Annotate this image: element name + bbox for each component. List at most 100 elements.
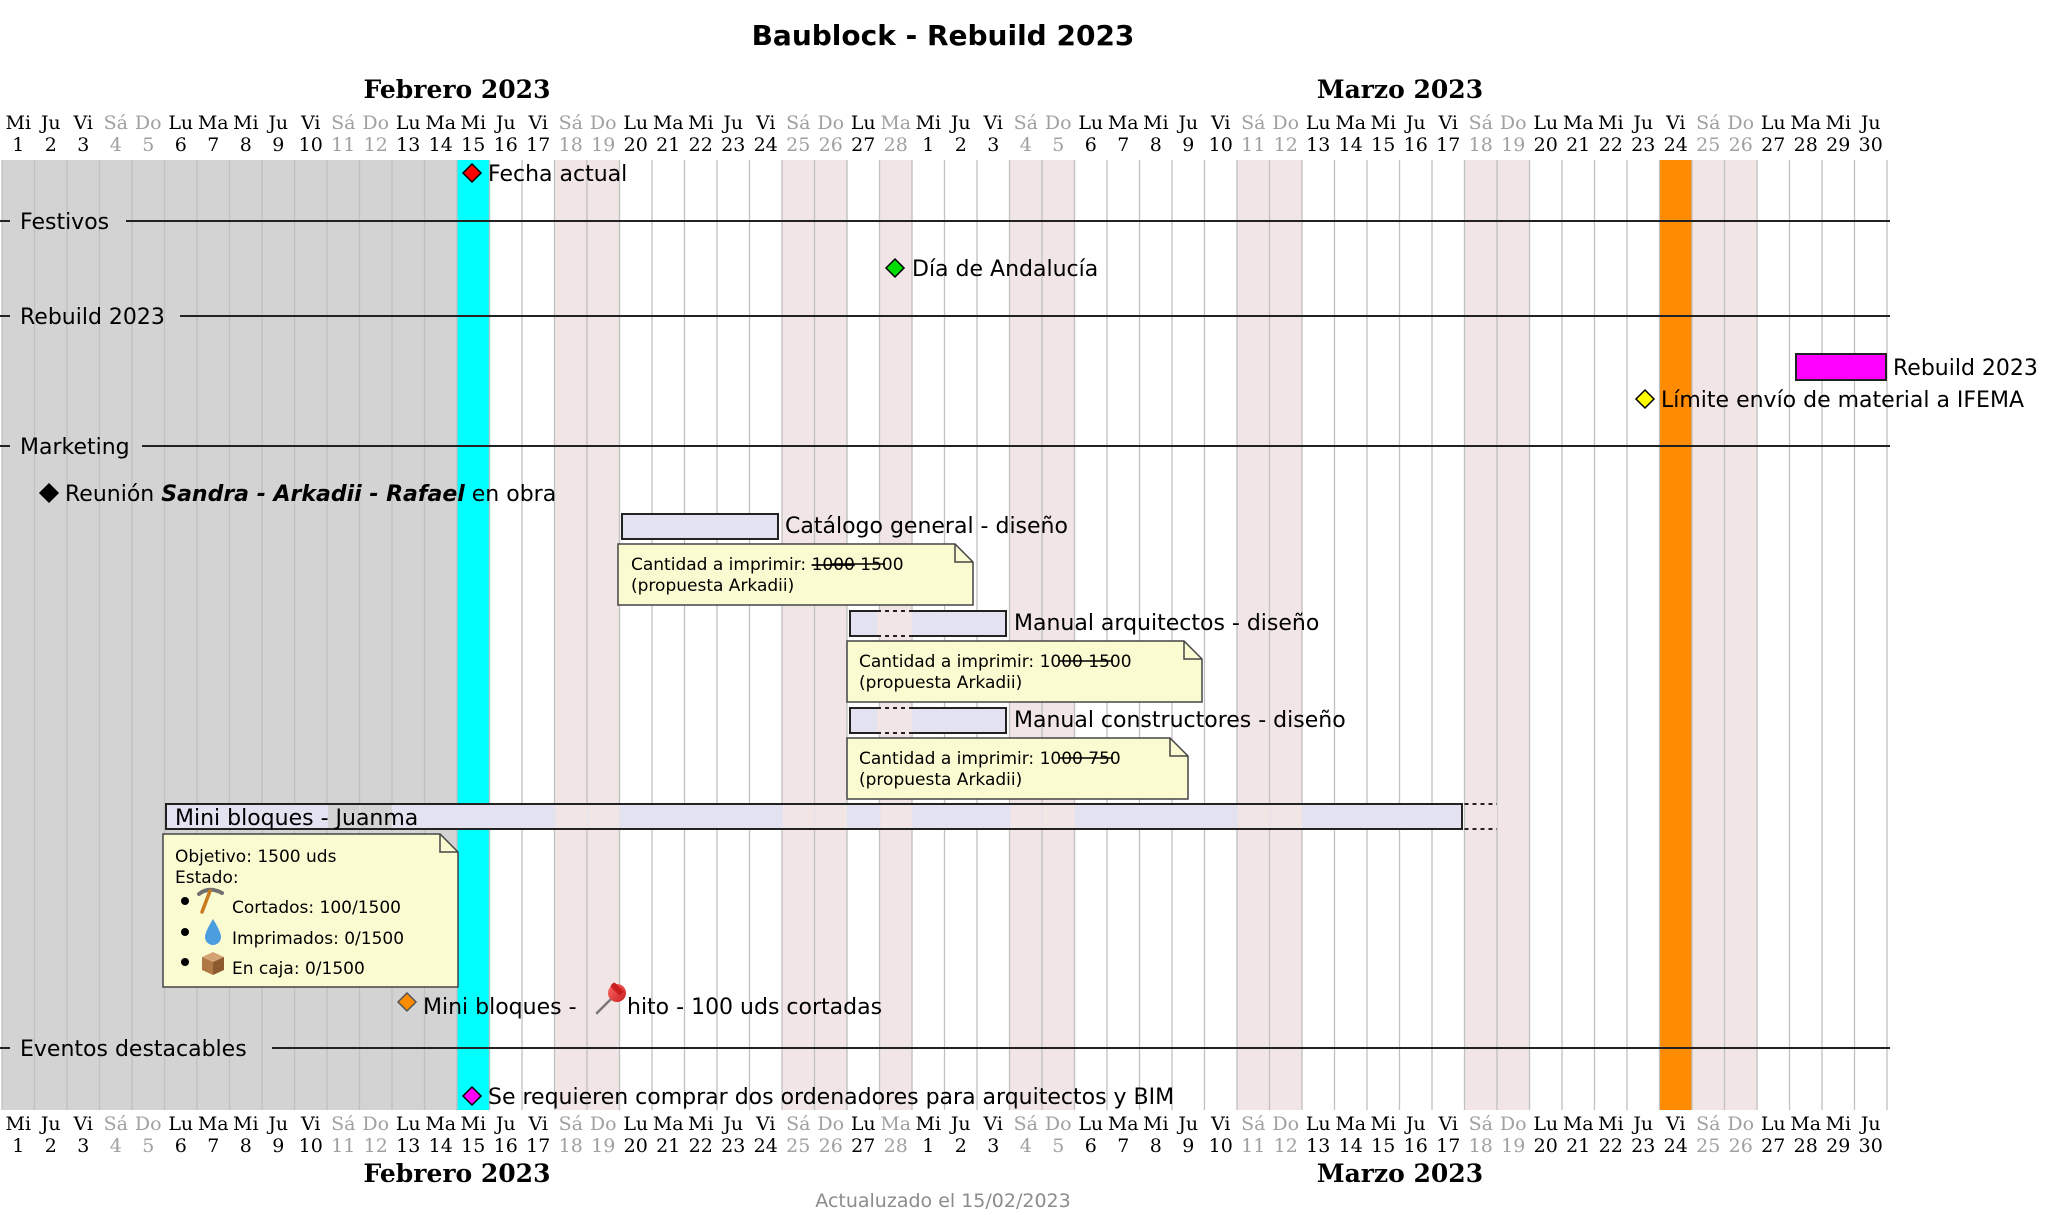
weekend-column bbox=[587, 160, 621, 1110]
weekday-label-top: Vi bbox=[983, 112, 1003, 134]
day-number-top: 8 bbox=[1150, 134, 1162, 156]
arquitectos-task-bar[interactable] bbox=[849, 610, 1007, 637]
day-number-top: 15 bbox=[461, 134, 485, 156]
day-number-top: 16 bbox=[494, 134, 518, 156]
weekday-label-top: Vi bbox=[1438, 112, 1458, 134]
day-number-bottom: 6 bbox=[1085, 1135, 1097, 1157]
weekday-label-top: Ma bbox=[880, 112, 911, 134]
month-label-marzo-top: Marzo 2023 bbox=[1317, 75, 1483, 104]
constructores-task-label: Manual constructores - diseño bbox=[1014, 708, 1346, 733]
day-number-bottom: 3 bbox=[77, 1135, 89, 1157]
day-number-top: 7 bbox=[1117, 134, 1129, 156]
day-header-bottom: Mi1Ju2Vi3Sá4Do5Lu6Ma7Mi8Ju9Vi10Sá11Do12L… bbox=[5, 1113, 1882, 1157]
weekend-column bbox=[1009, 160, 1043, 1110]
section-label-eventos: Eventos destacables bbox=[20, 1037, 247, 1062]
day-number-top: 13 bbox=[396, 134, 420, 156]
weekday-label-bottom: Do bbox=[1500, 1113, 1527, 1135]
day-number-top: 18 bbox=[559, 134, 583, 156]
month-label-marzo-bottom: Marzo 2023 bbox=[1317, 1159, 1483, 1188]
weekday-label-top: Mi bbox=[233, 112, 259, 134]
day-number-bottom: 23 bbox=[721, 1135, 745, 1157]
weekday-label-top: Sá bbox=[1696, 112, 1720, 134]
weekday-label-top: Ju bbox=[949, 112, 971, 134]
day-number-top: 23 bbox=[721, 134, 745, 156]
today-column bbox=[457, 160, 491, 1110]
day-number-bottom: 27 bbox=[851, 1135, 875, 1157]
weekend-column bbox=[1724, 160, 1758, 1110]
weekday-label-bottom: Sá bbox=[786, 1113, 810, 1135]
weekday-label-bottom: Ju bbox=[266, 1113, 288, 1135]
pickaxe-icon bbox=[197, 887, 224, 914]
weekday-label-bottom: Vi bbox=[528, 1113, 548, 1135]
day-number-top: 10 bbox=[1209, 134, 1233, 156]
weekday-label-bottom: Sá bbox=[1469, 1113, 1493, 1135]
day-number-bottom: 17 bbox=[526, 1135, 550, 1157]
section-marketing: Marketing bbox=[0, 435, 1890, 460]
day-number-top: 6 bbox=[175, 134, 187, 156]
day-number-bottom: 10 bbox=[299, 1135, 323, 1157]
day-number-top: 11 bbox=[1241, 134, 1265, 156]
day-number-bottom: 8 bbox=[1150, 1135, 1162, 1157]
day-number-bottom: 28 bbox=[884, 1135, 908, 1157]
rebuild-task-label: Rebuild 2023 bbox=[1893, 356, 2038, 381]
weekday-label-bottom: Ju bbox=[1176, 1113, 1198, 1135]
weekday-label-top: Ma bbox=[653, 112, 684, 134]
past-day-column bbox=[67, 160, 101, 1110]
day-number-bottom: 20 bbox=[1534, 1135, 1558, 1157]
day-number-top: 19 bbox=[1501, 134, 1525, 156]
weekday-label-top: Lu bbox=[396, 112, 421, 134]
rebuild-task-bar[interactable] bbox=[1795, 353, 1887, 381]
month-label-febrero-bottom: Febrero 2023 bbox=[364, 1159, 551, 1188]
constructores-task-bar[interactable] bbox=[849, 707, 1007, 734]
reunion-label: Reunión Sandra - Arkadii - Rafael en obr… bbox=[65, 482, 556, 507]
day-number-bottom: 15 bbox=[461, 1135, 485, 1157]
day-number-bottom: 25 bbox=[1696, 1135, 1720, 1157]
day-number-top: 26 bbox=[1729, 134, 1753, 156]
weekend-column bbox=[1497, 160, 1531, 1110]
day-number-bottom: 13 bbox=[1306, 1135, 1330, 1157]
day-number-top: 26 bbox=[819, 134, 843, 156]
weekday-label-top: Lu bbox=[1078, 112, 1103, 134]
weekday-label-bottom: Ju bbox=[494, 1113, 516, 1135]
day-number-bottom: 8 bbox=[240, 1135, 252, 1157]
weekday-label-bottom: Lu bbox=[396, 1113, 421, 1135]
weekday-label-bottom: Sá bbox=[559, 1113, 583, 1135]
weekday-label-bottom: Vi bbox=[983, 1113, 1003, 1135]
day-number-bottom: 28 bbox=[1794, 1135, 1818, 1157]
weekday-label-top: Vi bbox=[528, 112, 548, 134]
weekday-label-bottom: Vi bbox=[755, 1113, 775, 1135]
weekday-label-bottom: Ma bbox=[425, 1113, 456, 1135]
day-number-top: 25 bbox=[1696, 134, 1720, 156]
weekend-column bbox=[1692, 160, 1726, 1110]
day-number-bottom: 12 bbox=[1274, 1135, 1298, 1157]
day-number-bottom: 15 bbox=[1371, 1135, 1395, 1157]
weekend-column bbox=[782, 160, 816, 1110]
weekday-label-bottom: Do bbox=[1727, 1113, 1754, 1135]
weekday-label-top: Sá bbox=[104, 112, 128, 134]
day-number-top: 24 bbox=[754, 134, 778, 156]
day-header-top: Mi1Ju2Vi3Sá4Do5Lu6Ma7Mi8Ju9Vi10Sá11Do12L… bbox=[5, 112, 1882, 156]
catalogo-task-bar[interactable] bbox=[621, 513, 779, 540]
box-icon bbox=[202, 952, 224, 975]
mini-note-imprimados: Imprimados: 0/1500 bbox=[232, 929, 404, 949]
weekday-label-bottom: Lu bbox=[1761, 1113, 1786, 1135]
day-number-top: 30 bbox=[1859, 134, 1883, 156]
weekday-label-top: Ju bbox=[721, 112, 743, 134]
weekday-label-bottom: Ju bbox=[949, 1113, 971, 1135]
day-number-bottom: 7 bbox=[1117, 1135, 1129, 1157]
day-number-top: 15 bbox=[1371, 134, 1395, 156]
past-day-column bbox=[2, 160, 36, 1110]
weekday-label-bottom: Lu bbox=[851, 1113, 876, 1135]
section-eventos: Eventos destacables bbox=[0, 1037, 1890, 1062]
day-number-bottom: 9 bbox=[272, 1135, 284, 1157]
day-number-bottom: 20 bbox=[624, 1135, 648, 1157]
day-number-bottom: 7 bbox=[207, 1135, 219, 1157]
limite-label: Límite envío de material a IFEMA bbox=[1661, 388, 2024, 413]
past-day-column bbox=[99, 160, 133, 1110]
day-number-bottom: 19 bbox=[1501, 1135, 1525, 1157]
day-number-top: 2 bbox=[45, 134, 57, 156]
weekday-label-bottom: Do bbox=[1272, 1113, 1299, 1135]
day-number-bottom: 26 bbox=[1729, 1135, 1753, 1157]
ordenadores-diamond-icon bbox=[461, 1085, 483, 1107]
